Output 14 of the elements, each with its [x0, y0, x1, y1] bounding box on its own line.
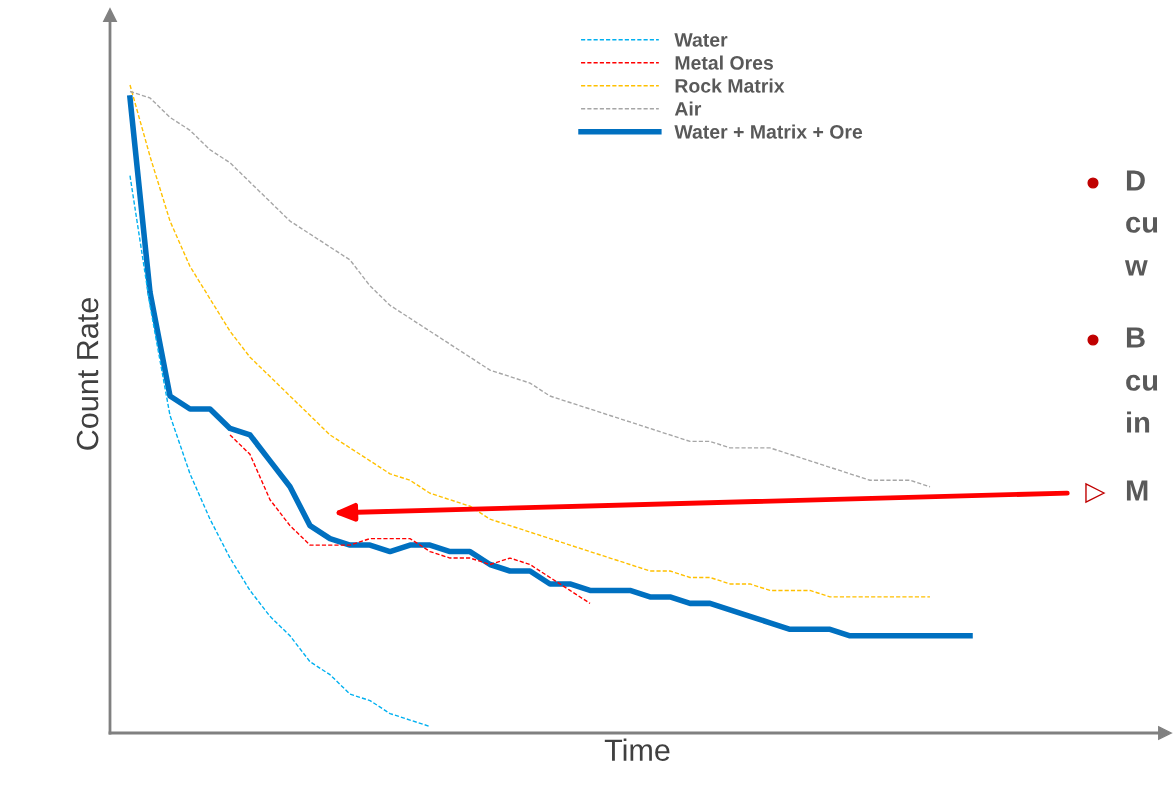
x-axis-title: Time: [604, 738, 670, 761]
legend-label: Air: [674, 101, 702, 116]
text: B: [1126, 327, 1145, 348]
y-axis-title: Count Rate: [76, 298, 99, 450]
text: w: [1124, 260, 1148, 276]
legend-label: Rock Matrix: [675, 78, 785, 93]
text: cu: [1126, 374, 1158, 391]
text: M: [1126, 480, 1148, 501]
legend-label: Water: [674, 33, 728, 47]
text: in: [1127, 411, 1150, 433]
legend-label: Water + Matrix + Ore: [674, 124, 863, 139]
legend-label: Metal Ores: [675, 55, 773, 70]
text: D: [1126, 170, 1145, 191]
text: cu: [1126, 216, 1158, 233]
